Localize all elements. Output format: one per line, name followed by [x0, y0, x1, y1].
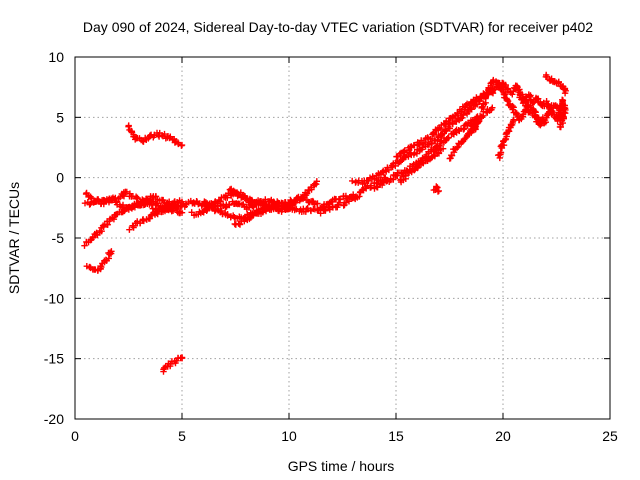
data-point: [161, 130, 168, 138]
data-point: [434, 188, 442, 195]
data-point: [542, 119, 549, 126]
y-axis-title: SDTVAR / TECUs: [6, 182, 22, 294]
data-point: [178, 209, 186, 216]
data-point: [126, 226, 133, 233]
chart-title: Day 090 of 2024, Sidereal Day-to-day VTE…: [83, 19, 593, 35]
data-point: [416, 141, 423, 148]
data-point: [478, 114, 485, 121]
data-point: [140, 199, 147, 207]
data-point: [425, 150, 432, 157]
data-point: [499, 79, 506, 87]
data-point: [142, 195, 150, 203]
data-point: [102, 256, 110, 263]
y-tick-label: 5: [56, 109, 64, 125]
data-point: [475, 118, 483, 125]
data-point: [108, 248, 115, 255]
data-point: [557, 123, 564, 131]
y-tick-label: -5: [52, 230, 65, 246]
data-point: [460, 111, 467, 119]
data-point: [433, 183, 440, 190]
data-point: [497, 149, 505, 156]
data-point: [178, 141, 186, 149]
data-point: [105, 255, 112, 262]
data-point: [349, 177, 356, 185]
y-tick-label: 0: [56, 170, 64, 186]
data-point: [510, 88, 517, 95]
data-point: [356, 193, 363, 200]
data-point: [555, 79, 562, 86]
data-point: [524, 103, 531, 110]
data-point: [491, 86, 499, 93]
data-point: [134, 194, 141, 202]
data-point: [402, 172, 409, 180]
data-point: [453, 144, 461, 151]
data-point: [472, 126, 479, 133]
data-point: [561, 90, 569, 97]
data-point: [303, 205, 310, 213]
data-point: [514, 111, 521, 119]
data-point: [248, 211, 256, 218]
data-point: [81, 242, 88, 249]
data-point: [230, 187, 237, 194]
data-point: [224, 211, 231, 218]
data-point: [421, 139, 429, 146]
data-point: [322, 207, 329, 214]
x-tick-label: 10: [281, 428, 297, 444]
y-tick-label: -10: [44, 290, 64, 306]
data-point: [178, 354, 186, 361]
data-point: [367, 182, 375, 189]
data-point: [130, 224, 137, 231]
data-point: [431, 153, 438, 160]
data-points: [81, 71, 569, 375]
x-tick-label: 15: [388, 428, 404, 444]
data-point: [125, 123, 132, 130]
data-point: [510, 116, 517, 123]
data-point: [248, 197, 255, 205]
data-point: [439, 145, 447, 152]
x-tick-label: 0: [71, 428, 79, 444]
x-tick-label: 20: [495, 428, 511, 444]
x-tick-label: 5: [178, 428, 186, 444]
data-point: [396, 150, 403, 157]
data-point: [365, 177, 372, 185]
data-point: [317, 210, 324, 217]
data-point: [313, 178, 320, 185]
data-point: [160, 196, 167, 204]
data-point: [222, 204, 229, 211]
x-tick-labels: 0 5 10 15 20 25: [71, 428, 618, 444]
data-point: [214, 205, 221, 213]
data-point: [502, 90, 509, 98]
plot-frame: [74, 56, 611, 420]
data-point: [314, 200, 321, 207]
data-point: [166, 204, 174, 211]
data-point: [448, 152, 455, 159]
data-point: [224, 194, 231, 201]
grid: [75, 57, 610, 419]
x-axis-title: GPS time / hours: [288, 458, 395, 474]
data-point: [350, 191, 357, 198]
data-point: [445, 118, 452, 126]
data-point: [98, 263, 105, 271]
data-point: [427, 135, 434, 143]
data-point: [106, 249, 114, 256]
y-tick-label: -15: [44, 351, 64, 367]
data-point: [217, 198, 224, 205]
data-point: [285, 205, 293, 213]
y-tick-label: 10: [48, 49, 64, 65]
data-point: [89, 234, 97, 241]
data-point: [148, 201, 155, 209]
data-point: [445, 134, 452, 141]
y-tick-labels: 10 5 0 -5 -10 -15 -20: [44, 49, 64, 427]
data-point: [435, 187, 442, 195]
data-point: [462, 102, 470, 109]
data-point: [146, 215, 154, 222]
data-point: [235, 190, 242, 198]
x-tick-label: 25: [602, 428, 618, 444]
data-point: [260, 198, 267, 205]
data-point: [489, 104, 496, 111]
data-point: [414, 164, 421, 172]
y-tick-label: -20: [44, 411, 64, 427]
